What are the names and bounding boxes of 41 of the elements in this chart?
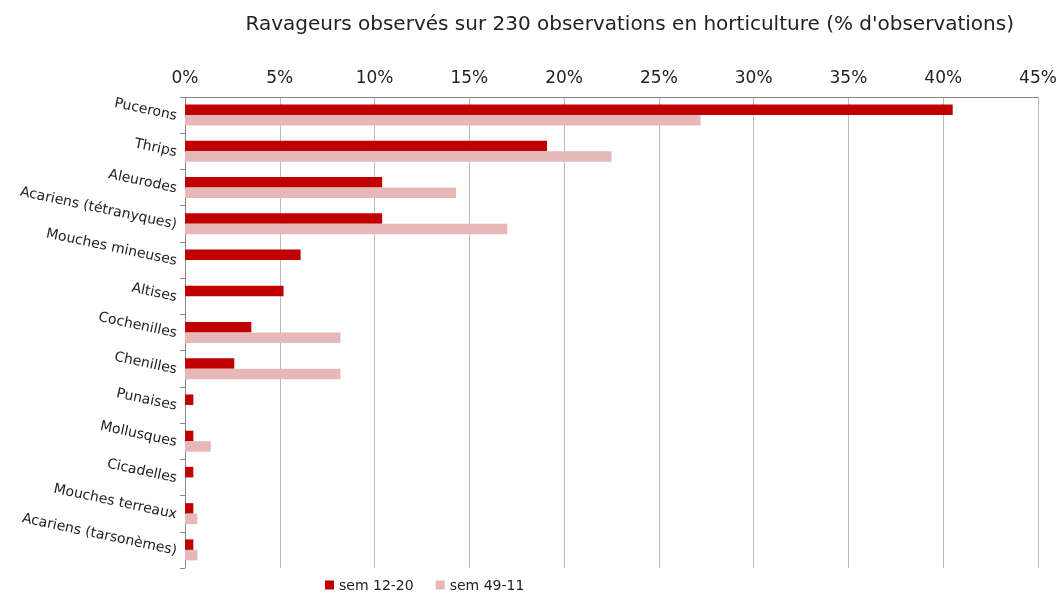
legend-label: sem 49-11: [449, 577, 525, 593]
y-tick-label: Pucerons: [113, 94, 179, 123]
bar: [185, 358, 235, 369]
bar: [185, 140, 548, 152]
x-tick-label: 0%: [171, 66, 199, 87]
bar: [185, 177, 383, 188]
bar: [185, 394, 194, 405]
x-tick-label: 45%: [1019, 66, 1057, 87]
bar: [185, 430, 194, 442]
x-tick-label: 20%: [545, 66, 584, 87]
bar: [185, 503, 194, 514]
x-tick-label: 30%: [734, 66, 773, 87]
x-tick-label: 25%: [639, 66, 678, 87]
y-tick-label: Altises: [130, 278, 179, 305]
x-tick-label: 5%: [266, 66, 294, 87]
x-tick-label: 35%: [829, 66, 868, 87]
y-tick-label: Aleurodes: [107, 165, 179, 196]
x-tick-label: 10%: [355, 66, 394, 87]
x-tick-label: 40%: [924, 66, 963, 87]
bar: [185, 249, 301, 261]
bar: [185, 368, 341, 380]
bar: [185, 223, 508, 235]
bar: [185, 441, 211, 452]
bar: [185, 321, 252, 333]
legend-label: sem 12-20: [339, 577, 414, 593]
bar: [185, 213, 383, 224]
bar: [185, 332, 341, 344]
y-tick-label: Thrips: [132, 134, 179, 160]
bar: [185, 513, 198, 525]
bar: [185, 539, 194, 550]
bar: [185, 285, 284, 297]
bar: [185, 151, 612, 162]
bar: [185, 466, 194, 478]
y-tick-label: Punaises: [115, 384, 179, 413]
bar: [185, 549, 198, 561]
y-tick-label: Chenilles: [113, 347, 179, 377]
chart-title: Ravageurs observés sur 230 observations en horticulture (% d'observations): [245, 11, 1014, 35]
bar: [185, 104, 953, 116]
bar: [185, 187, 457, 199]
x-tick-label: 15%: [450, 66, 489, 87]
bar: [185, 115, 701, 126]
